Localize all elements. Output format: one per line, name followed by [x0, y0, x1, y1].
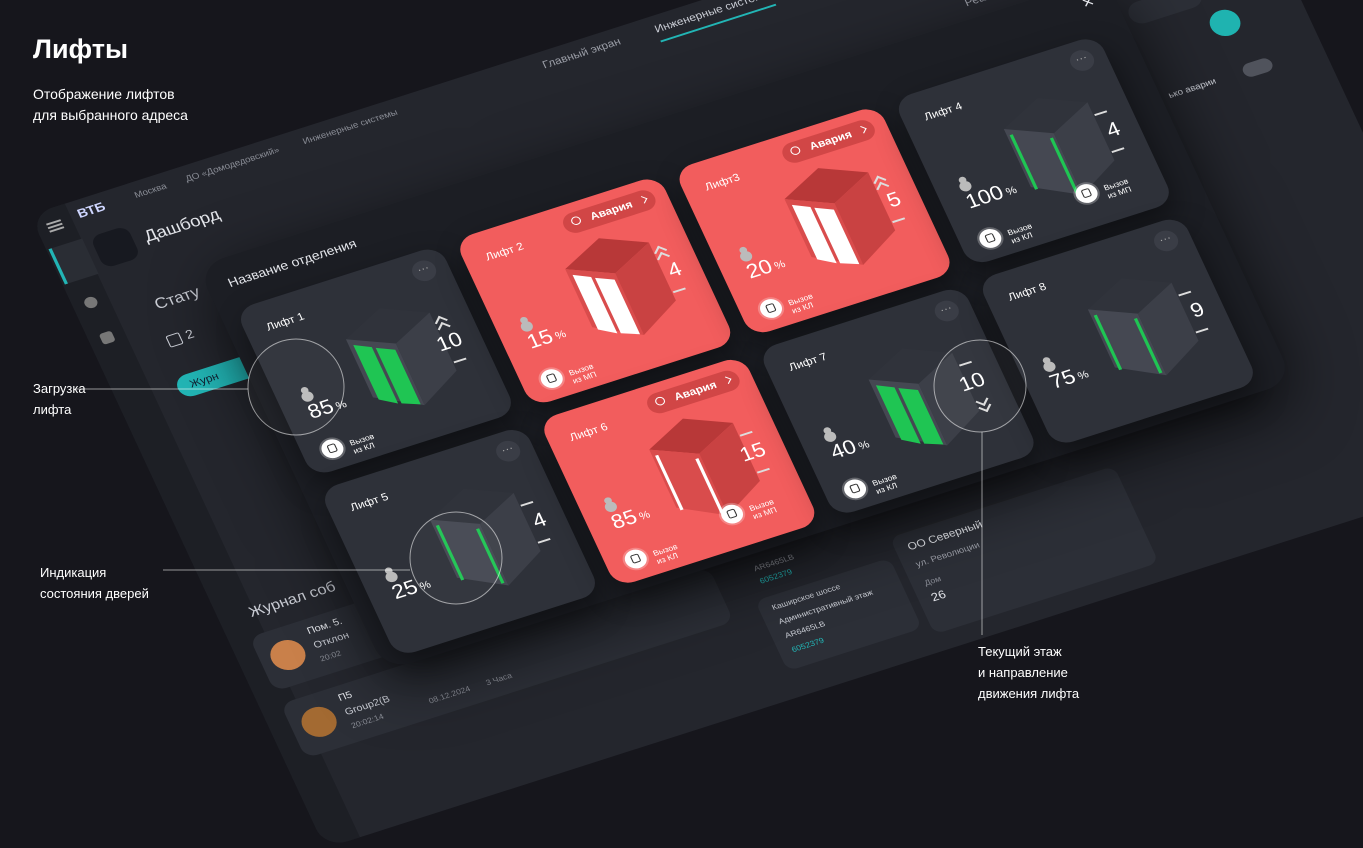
door [1133, 317, 1163, 374]
door [595, 277, 641, 335]
lift-front [1087, 309, 1167, 376]
lift-side [1053, 102, 1115, 195]
annotation-circle [933, 339, 1027, 433]
door [695, 458, 724, 514]
lift-icon [565, 238, 676, 336]
lift-side [395, 312, 457, 406]
lift-card[interactable]: Лифт 4 ··· 100% 4 Вызов из КЛ Вызов из МП [892, 34, 1175, 267]
lift-card[interactable]: Лифт 2 Авария 15% 4 Вызов из МП [454, 174, 737, 408]
lift-top [565, 238, 649, 274]
page: Лифты Отображение лифтов для выбранного … [0, 0, 1363, 754]
lift-card[interactable]: Лифт 8 ··· 75% 9 [976, 214, 1259, 448]
door [655, 454, 684, 511]
annotation: состояния дверей [40, 586, 149, 601]
door [898, 388, 944, 445]
door [435, 524, 465, 581]
subtitle: Отображение лифтов [33, 86, 175, 102]
annotation: Загрузка [33, 381, 86, 396]
door [1009, 134, 1039, 190]
page-title: Лифты [33, 34, 129, 64]
lift-icon [1087, 278, 1199, 376]
lift-icon [784, 168, 896, 265]
lift-front [429, 519, 509, 586]
door [875, 385, 921, 444]
lift-card[interactable]: Лифт 5···25%4 [319, 425, 601, 658]
annotation: и направление [978, 665, 1068, 680]
door [1049, 137, 1079, 194]
lift-icon [868, 348, 980, 446]
lift-side [615, 242, 676, 336]
lift-top [784, 168, 869, 204]
annotation: Текущий этаж [978, 644, 1062, 659]
annotation: лифта [33, 402, 72, 417]
annotation-circle [247, 338, 345, 436]
lift-card[interactable]: Лифт3 Авария 20% 5 Вызов из КЛ [673, 104, 956, 338]
lift-top [868, 348, 953, 384]
door [791, 204, 837, 264]
lift-side [834, 172, 896, 265]
annotation-circle [409, 511, 503, 605]
lift-side [699, 422, 760, 516]
lift-icon [429, 488, 541, 586]
lift-top [649, 418, 733, 454]
door [1093, 314, 1123, 371]
door [353, 344, 399, 404]
lift-icon [1003, 98, 1115, 195]
door [572, 274, 618, 334]
lift-front [649, 449, 728, 516]
annotation: Индикация [40, 565, 107, 580]
annotation: движения лифта [978, 686, 1080, 701]
lift-top [429, 488, 514, 524]
lift-icon [649, 418, 760, 516]
lift-side [918, 352, 980, 446]
lift-side [479, 492, 541, 586]
lift-front [1003, 128, 1083, 195]
lift-top [1087, 278, 1172, 314]
lift-icon [345, 308, 457, 406]
lift-card[interactable]: Лифт 6 Авария 85% 15 Вызов из КЛ Вызов из МП [538, 355, 821, 588]
door [814, 207, 860, 265]
door [375, 347, 421, 405]
lift-top [345, 308, 430, 344]
lift-top [1003, 98, 1088, 134]
lift-side [1137, 282, 1199, 376]
subtitle: для выбранного адреса [33, 107, 188, 123]
annotation-layer [75, 338, 1027, 635]
